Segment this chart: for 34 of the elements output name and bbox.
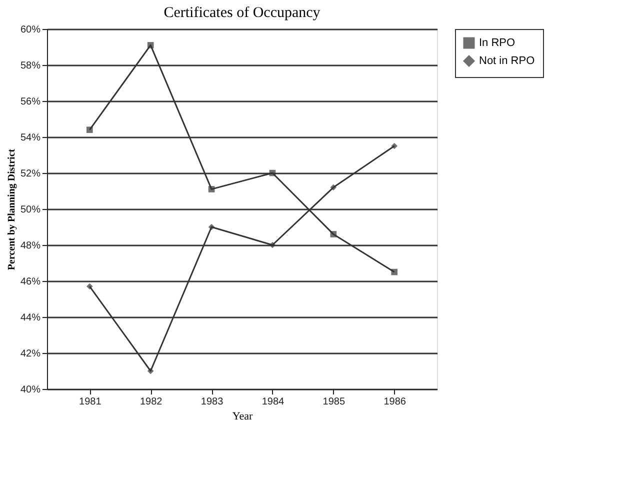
y-tick-label: 42%	[20, 348, 41, 360]
y-tick-label: 56%	[20, 96, 41, 108]
point	[208, 224, 215, 230]
point	[391, 268, 398, 276]
point	[330, 184, 337, 191]
x-tick-label: 1982	[140, 396, 163, 408]
y-tick-label: 46%	[20, 276, 41, 288]
y-tick-label: 50%	[20, 204, 41, 216]
x-tick-label: 1985	[322, 396, 346, 408]
point	[269, 242, 276, 248]
point	[147, 42, 154, 48]
x-tick-label: 1981	[79, 396, 102, 408]
point	[208, 186, 215, 192]
x-tick-label: 1984	[262, 396, 285, 408]
y-axis-title: Percent by Planning District	[6, 148, 18, 270]
point	[86, 126, 93, 133]
legend-label: In RPO	[479, 37, 516, 49]
legend-label: Not in RPO	[479, 55, 536, 67]
point	[147, 368, 154, 374]
point	[330, 231, 337, 238]
x-axis-title: Year	[232, 410, 253, 422]
y-tick-label: 44%	[20, 312, 41, 324]
x-tick-label: 1986	[384, 396, 406, 408]
y-tick-label: 54%	[20, 132, 41, 144]
point	[269, 170, 276, 176]
point	[391, 142, 398, 150]
y-tick-label: 52%	[20, 168, 41, 180]
y-tick-label: 48%	[20, 240, 41, 252]
x-tick-label: 1983	[200, 396, 224, 408]
point	[86, 283, 93, 290]
chart-title: Certificates of Occupancy	[164, 5, 321, 21]
y-tick-label: 60%	[20, 24, 41, 36]
y-tick-label: 40%	[20, 384, 41, 396]
y-tick-label: 58%	[20, 60, 41, 72]
